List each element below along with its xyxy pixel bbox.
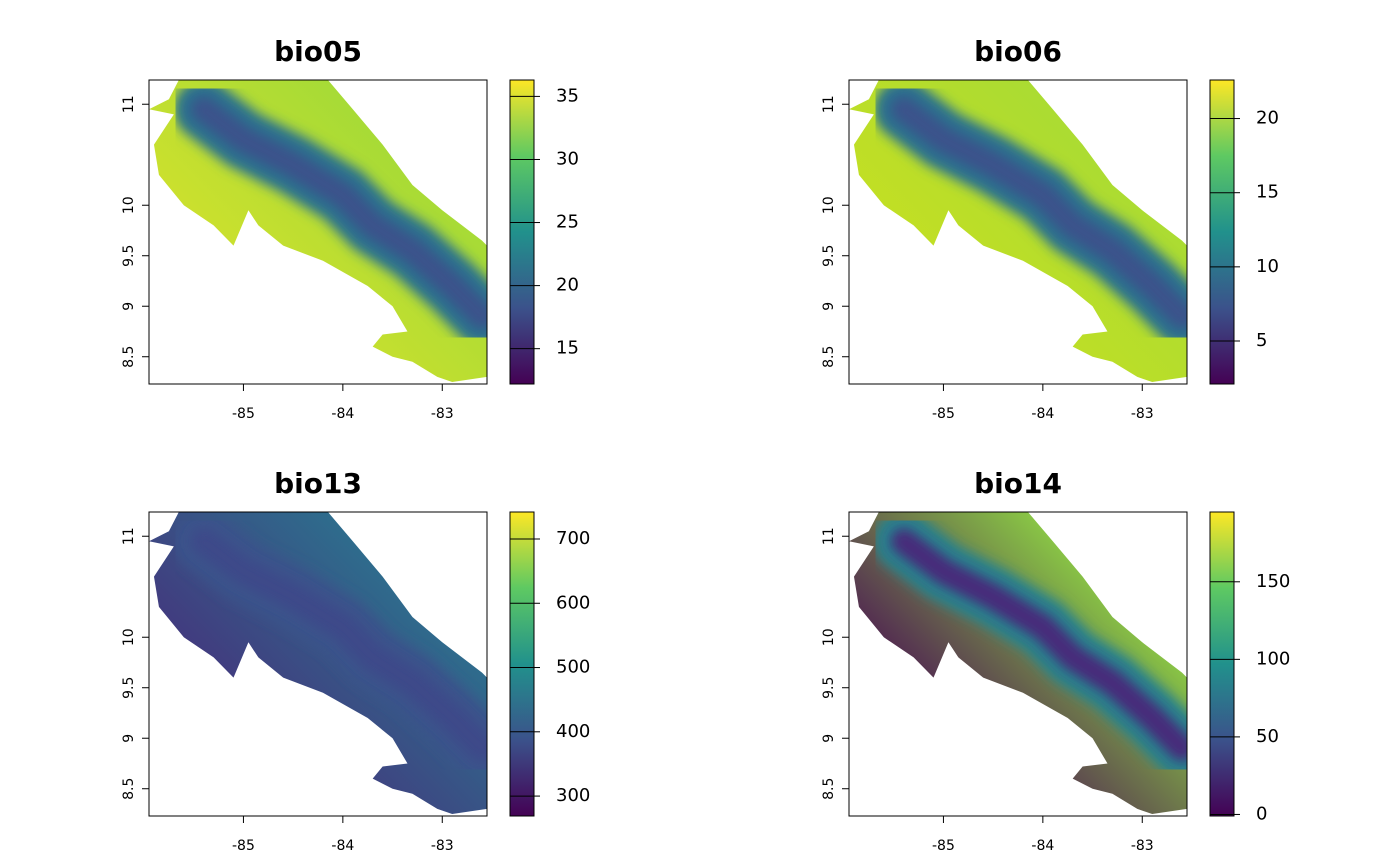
x-tick-label: -83 [1131, 406, 1154, 422]
colorbar-label: 400 [556, 721, 590, 742]
y-tick-label: 8.5 [821, 778, 837, 800]
x-tick-label: -83 [431, 406, 454, 422]
raster [849, 80, 1187, 382]
map-panel: bio06 -85 -84 -83 8.5 9 9.5 10 11 5 10 15 20 [821, 35, 1279, 422]
y-tick-label: 9 [121, 302, 137, 311]
colorbar-label: 5 [1256, 330, 1267, 351]
map-frame [148, 79, 488, 385]
y-tick-label: 10 [121, 196, 137, 214]
map-panel: bio14 -85 -84 -83 8.5 9 9.5 10 11 0 50 100 150 [821, 467, 1290, 854]
map-title: bio05 [274, 35, 362, 68]
ridge-core [890, 96, 1187, 330]
y-tick-label: 11 [821, 95, 837, 113]
colorbar [1209, 511, 1235, 817]
x-tick-label: -85 [232, 406, 255, 422]
colorbar-label: 30 [556, 148, 579, 169]
colorbar-label: 10 [1256, 256, 1279, 277]
x-tick-label: -83 [1131, 838, 1154, 854]
x-tick-label: -85 [232, 838, 255, 854]
raster [149, 80, 487, 382]
x-tick-label: -83 [431, 838, 454, 854]
y-tick-label: 11 [121, 527, 137, 545]
colorbar-label: 50 [1256, 726, 1279, 747]
y-tick-label: 11 [121, 95, 137, 113]
ridge-group [173, 80, 487, 347]
colorbar [509, 511, 535, 817]
ridge-group [173, 512, 487, 779]
map-panel: bio13 -85 -84 -83 8.5 9 9.5 10 11 300 400 500 600 700 [121, 467, 590, 854]
colorbar-label: 15 [1256, 182, 1279, 203]
ridge-core [890, 528, 1187, 762]
y-tick-label: 9.5 [121, 677, 137, 699]
colorbar-label: 600 [556, 592, 590, 613]
colorbar-label: 15 [556, 338, 579, 359]
y-tick-label: 8.5 [821, 346, 837, 368]
colorbar-label: 25 [556, 212, 579, 233]
raster [849, 512, 1187, 814]
colorbar-label: 35 [556, 85, 579, 106]
ridge-group [873, 80, 1187, 347]
colorbar-label: 500 [556, 657, 590, 678]
map-title: bio13 [274, 467, 362, 500]
map-frame [848, 79, 1188, 385]
x-tick-label: -84 [331, 838, 354, 854]
y-tick-label: 9.5 [821, 245, 837, 267]
y-tick-label: 9 [821, 734, 837, 743]
x-tick-label: -84 [1031, 838, 1054, 854]
y-tick-label: 10 [121, 628, 137, 646]
y-tick-label: 10 [821, 196, 837, 214]
ridge-core [190, 528, 487, 762]
x-tick-label: -84 [1031, 406, 1054, 422]
x-tick-label: -85 [932, 406, 955, 422]
map-frame [148, 511, 488, 817]
colorbar [509, 79, 535, 385]
ridge-core [190, 96, 487, 330]
x-tick-label: -85 [932, 838, 955, 854]
map-frame [848, 511, 1188, 817]
y-tick-label: 9.5 [821, 677, 837, 699]
y-tick-label: 8.5 [121, 778, 137, 800]
x-tick-label: -84 [331, 406, 354, 422]
colorbar-label: 20 [556, 275, 579, 296]
y-tick-label: 8.5 [121, 346, 137, 368]
colorbar-label: 700 [556, 528, 590, 549]
map-title: bio14 [974, 467, 1062, 500]
map-panel: bio05 -85 -84 -83 8.5 9 9.5 10 11 15 20 25 30 35 [121, 35, 579, 422]
colorbar-label: 300 [556, 785, 590, 806]
colorbar-label: 0 [1256, 803, 1267, 824]
colorbar-label: 150 [1256, 571, 1290, 592]
colorbar-label: 100 [1256, 648, 1290, 669]
colorbar-label: 20 [1256, 108, 1279, 129]
ridge-group [873, 512, 1187, 779]
y-tick-label: 9 [821, 302, 837, 311]
y-tick-label: 9 [121, 734, 137, 743]
colorbar [1209, 79, 1235, 385]
y-tick-label: 9.5 [121, 245, 137, 267]
map-title: bio06 [974, 35, 1062, 68]
y-tick-label: 10 [821, 628, 837, 646]
raster [149, 512, 487, 814]
y-tick-label: 11 [821, 527, 837, 545]
